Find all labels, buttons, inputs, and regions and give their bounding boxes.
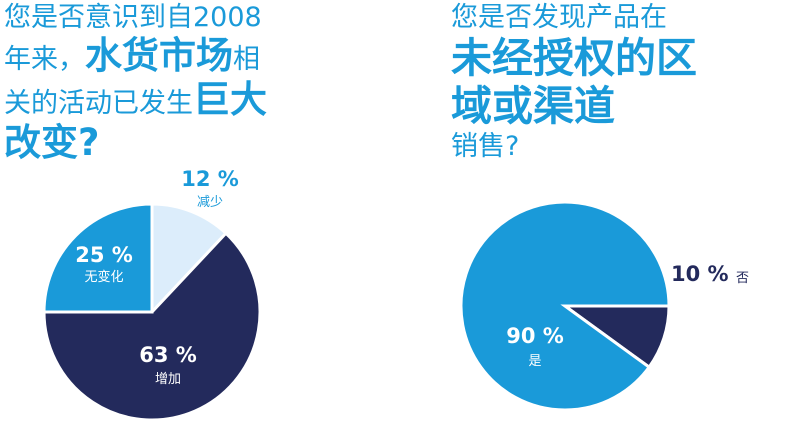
pie1-pct-label-0: 12 % bbox=[181, 167, 239, 191]
pie1-slice-0 bbox=[150, 202, 229, 316]
right-question-line3-bold: 域或渠道 bbox=[451, 82, 615, 131]
left-pie-chart: 12 % 减少 63 % 增加 25 % 无变化 bbox=[42, 167, 262, 422]
right-question-line1: 您是否发现产品在 bbox=[451, 2, 667, 33]
left-question-title: 您是否意识到自2008 年来，水货市场相 关的活动已发生巨大 改变? bbox=[4, 2, 384, 165]
pie1-pct-label-1: 63 % bbox=[139, 343, 197, 367]
pie2-slice-1 bbox=[459, 200, 671, 412]
pie2-pct-label-1: 90 % bbox=[506, 324, 564, 348]
right-question-line2-bold: 未经授权的区 bbox=[451, 33, 697, 82]
left-question-line2-bold: 水货市场 bbox=[85, 33, 233, 77]
left-question-line3-normal: 关的活动已发生 bbox=[4, 87, 193, 119]
right-pie-chart: 10 % 否 90 % 是 bbox=[459, 200, 749, 412]
right-question-line4: 销售? bbox=[451, 130, 520, 162]
left-question-line2-normal: 年来， bbox=[4, 43, 85, 75]
pie2-pct-label-0: 10 % bbox=[671, 262, 729, 286]
pie1-category-label-0: 减少 bbox=[197, 195, 223, 210]
pie2-category-label-1: 是 bbox=[528, 354, 541, 369]
pie1-slice-1 bbox=[42, 231, 262, 422]
pie1-slice-2 bbox=[42, 202, 154, 314]
pie2-category-label-0: 否 bbox=[736, 271, 749, 286]
left-chart-panel: 您是否意识到自2008 年来，水货市场相 关的活动已发生巨大 改变? 12 % 减… bbox=[4, 2, 384, 422]
pie1-category-label-2: 无变化 bbox=[84, 269, 123, 285]
left-question-line2-tail: 相 bbox=[233, 43, 260, 75]
right-question-title: 您是否发现产品在 未经授权的区 域或渠道 销售? bbox=[451, 2, 781, 162]
left-question-line3-bold: 巨大 bbox=[193, 77, 267, 121]
right-chart-panel: 您是否发现产品在 未经授权的区 域或渠道 销售? 10 % 否 90 % 是 bbox=[393, 0, 786, 423]
pie1-pct-label-2: 25 % bbox=[75, 243, 133, 267]
left-question-line4-bold: 改变? bbox=[4, 121, 100, 165]
left-question-line1: 您是否意识到自2008 bbox=[4, 2, 262, 33]
pie1-category-label-1: 增加 bbox=[155, 372, 181, 387]
